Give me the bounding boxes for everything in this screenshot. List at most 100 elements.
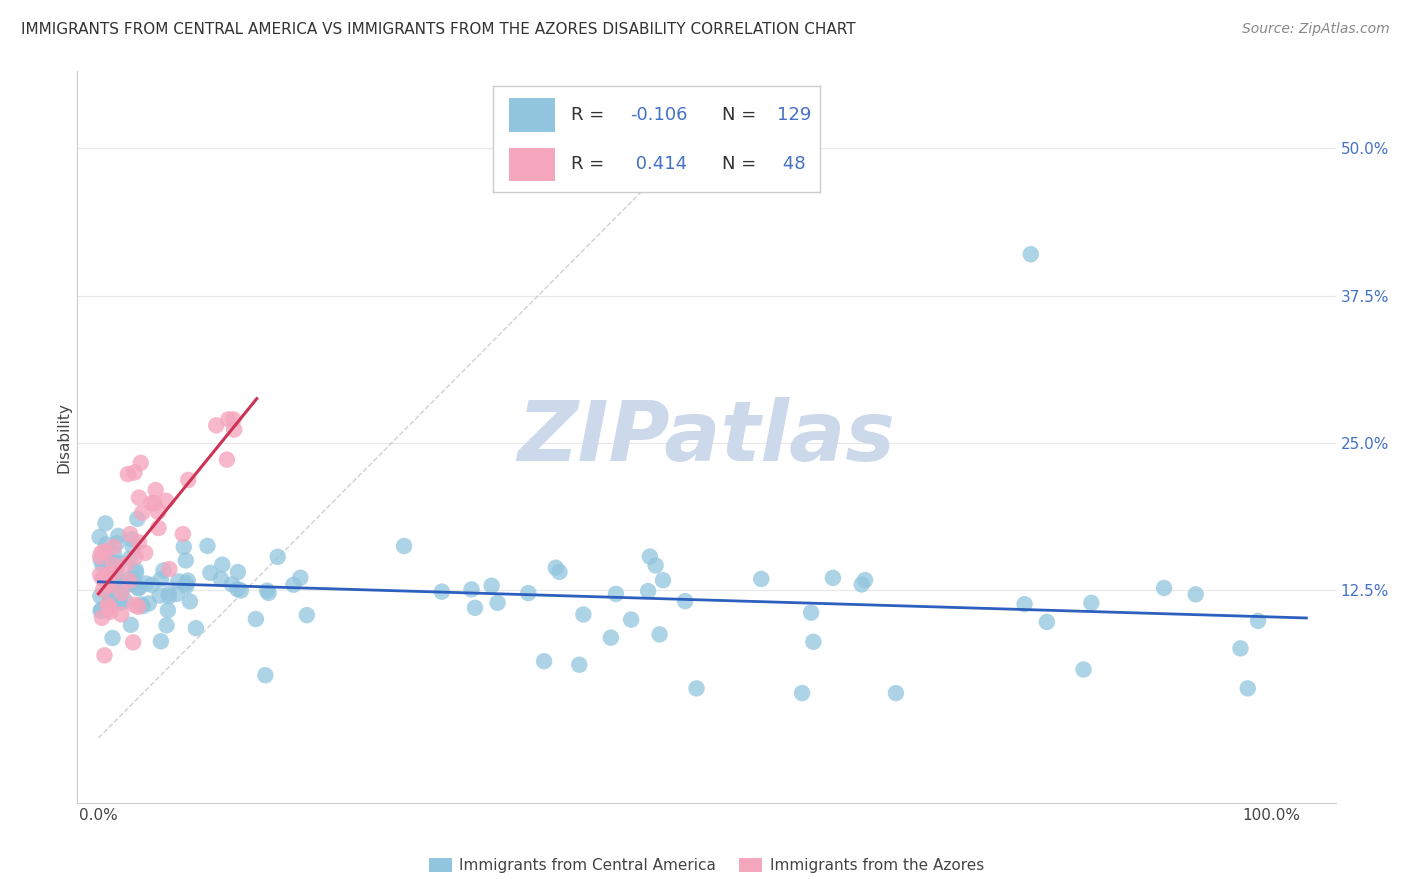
- Point: [115, 558, 138, 572]
- Point: [460, 582, 482, 597]
- Point: [1229, 641, 1251, 656]
- Text: ZIPatlas: ZIPatlas: [517, 397, 896, 477]
- Point: [392, 539, 415, 553]
- Point: [644, 558, 666, 573]
- Point: [101, 631, 124, 645]
- Point: [184, 621, 207, 635]
- Point: [155, 493, 177, 508]
- Point: [100, 564, 122, 578]
- Point: [104, 594, 127, 608]
- Point: [120, 617, 142, 632]
- Point: [127, 581, 149, 595]
- Point: [103, 540, 125, 554]
- Point: [94, 516, 117, 531]
- Point: [638, 549, 661, 564]
- Point: [1236, 681, 1258, 696]
- Point: [108, 581, 131, 595]
- Point: [257, 586, 280, 600]
- Point: [1184, 587, 1206, 601]
- Point: [134, 546, 156, 560]
- Point: [1073, 663, 1095, 677]
- Point: [117, 573, 139, 587]
- Point: [801, 634, 824, 648]
- Point: [145, 483, 167, 497]
- Point: [105, 536, 128, 550]
- Point: [127, 512, 149, 526]
- Point: [215, 452, 238, 467]
- Point: [267, 549, 290, 564]
- Text: IMMIGRANTS FROM CENTRAL AMERICA VS IMMIGRANTS FROM THE AZORES DISABILITY CORRELA: IMMIGRANTS FROM CENTRAL AMERICA VS IMMIG…: [21, 22, 856, 37]
- Point: [152, 564, 174, 578]
- Point: [157, 587, 180, 601]
- Point: [105, 559, 128, 574]
- Point: [122, 635, 145, 649]
- Point: [1014, 597, 1036, 611]
- Point: [1036, 615, 1059, 629]
- Point: [107, 595, 129, 609]
- Point: [1019, 247, 1042, 261]
- Point: [884, 686, 907, 700]
- Point: [90, 603, 112, 617]
- Point: [226, 565, 249, 579]
- Point: [117, 467, 139, 481]
- Point: [800, 606, 823, 620]
- Point: [464, 600, 486, 615]
- Point: [105, 592, 128, 607]
- Point: [101, 564, 124, 578]
- Point: [290, 571, 312, 585]
- Point: [652, 573, 675, 587]
- Point: [143, 496, 166, 510]
- Point: [217, 412, 239, 426]
- Point: [157, 589, 180, 603]
- Text: Source: ZipAtlas.com: Source: ZipAtlas.com: [1241, 22, 1389, 37]
- Point: [94, 537, 117, 551]
- Point: [148, 521, 170, 535]
- Point: [91, 572, 114, 586]
- Point: [127, 599, 149, 614]
- Point: [128, 535, 150, 549]
- Point: [222, 412, 245, 426]
- Point: [89, 549, 111, 564]
- Point: [157, 562, 180, 576]
- Point: [673, 594, 696, 608]
- Point: [226, 582, 249, 596]
- Point: [174, 553, 197, 567]
- Legend: Immigrants from Central America, Immigrants from the Azores: Immigrants from Central America, Immigra…: [423, 852, 990, 880]
- Point: [98, 605, 121, 619]
- Point: [138, 597, 160, 611]
- Point: [749, 572, 772, 586]
- Point: [118, 551, 141, 566]
- Point: [114, 594, 136, 608]
- Point: [599, 631, 621, 645]
- Point: [110, 607, 132, 622]
- Point: [605, 587, 627, 601]
- Point: [93, 648, 115, 663]
- Point: [167, 574, 190, 589]
- Point: [205, 418, 228, 433]
- Point: [148, 589, 170, 603]
- Point: [101, 558, 124, 572]
- Point: [149, 634, 172, 648]
- Point: [197, 539, 219, 553]
- Point: [544, 560, 567, 574]
- Point: [1080, 596, 1102, 610]
- Point: [141, 496, 163, 510]
- Point: [110, 586, 132, 600]
- Point: [108, 596, 131, 610]
- Point: [174, 576, 197, 591]
- Point: [124, 466, 146, 480]
- Point: [177, 574, 200, 588]
- Point: [118, 574, 141, 588]
- Point: [90, 546, 112, 560]
- Point: [141, 578, 163, 592]
- Point: [94, 544, 117, 558]
- Point: [97, 598, 120, 612]
- Y-axis label: Disability: Disability: [56, 401, 72, 473]
- Point: [122, 598, 145, 612]
- Point: [103, 556, 125, 570]
- Point: [790, 686, 813, 700]
- Point: [224, 423, 246, 437]
- Point: [283, 578, 305, 592]
- Point: [98, 600, 121, 615]
- Point: [91, 558, 114, 573]
